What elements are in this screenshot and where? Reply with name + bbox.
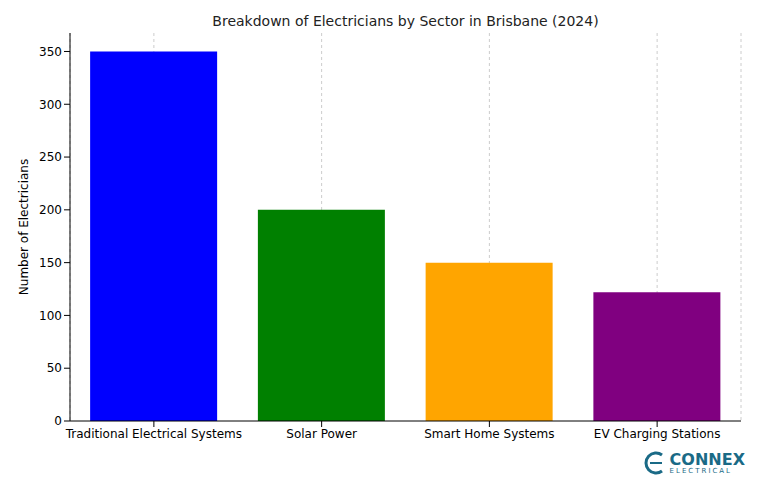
svg-text:Solar Power: Solar Power — [286, 427, 357, 441]
svg-text:50: 50 — [47, 361, 62, 375]
svg-text:200: 200 — [39, 203, 62, 217]
svg-text:Smart Home Systems: Smart Home Systems — [424, 427, 554, 441]
svg-text:300: 300 — [39, 98, 62, 112]
svg-text:100: 100 — [39, 309, 62, 323]
html-text:ELECTRICAL: ELECTRICAL — [669, 466, 732, 475]
html-text:Breakdown of Electricians by S: Breakdown of Electricians by Sector in B… — [212, 13, 599, 29]
svg-text:350: 350 — [39, 45, 62, 59]
svg-text:EV Charging Stations: EV Charging Stations — [594, 427, 721, 441]
svg-text:Traditional Electrical Systems: Traditional Electrical Systems — [65, 427, 242, 441]
svg-text:150: 150 — [39, 256, 62, 270]
svg-text:250: 250 — [39, 150, 62, 164]
html-text:CONNEX: CONNEX — [669, 449, 745, 469]
svg-text:0: 0 — [54, 414, 62, 428]
svg-text:Number of Electricians: Number of Electricians — [17, 159, 31, 295]
